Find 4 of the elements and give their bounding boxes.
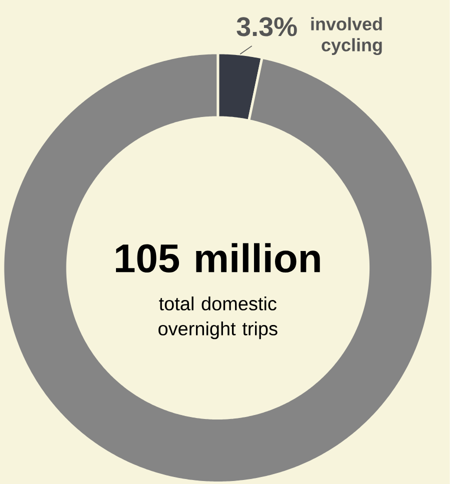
- text: 105 million: [116, 243, 320, 273]
- slice-label: involved cycling: [311, 17, 382, 56]
- data-label: 3.3%: [236, 17, 297, 36]
- text: total domestic overnight trips: [158, 296, 278, 340]
